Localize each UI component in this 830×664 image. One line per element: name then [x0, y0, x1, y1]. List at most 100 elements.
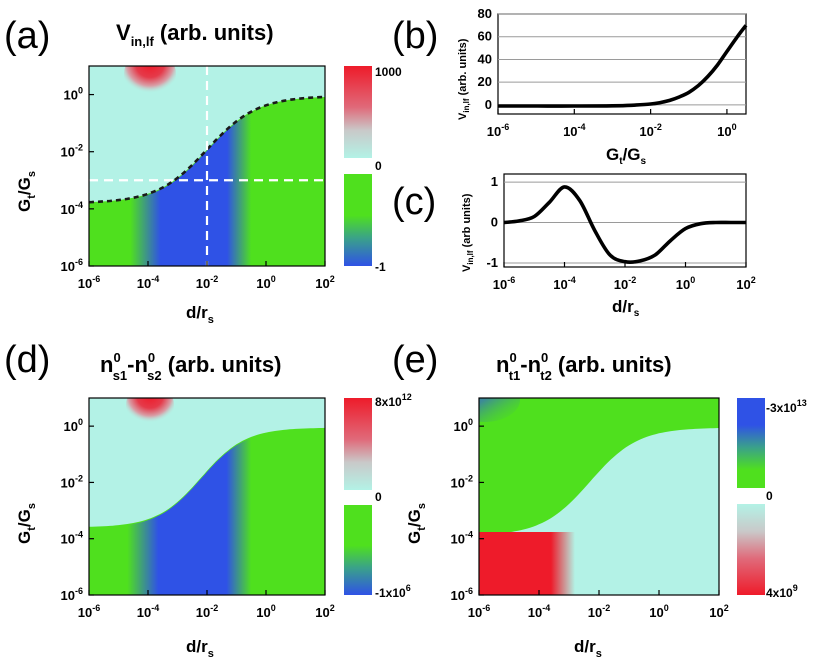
- x-tick-label: 10-6: [493, 275, 515, 292]
- heatmap-d-red-peak: [126, 398, 174, 427]
- panel-d-xlabel: d/rs: [186, 637, 214, 660]
- panel-e-xlabel: d/rs: [574, 637, 602, 660]
- panel-b-frame: [497, 13, 747, 115]
- panel-c-axes: 1 0 -1 10-6 10-4 10-2 100 102: [486, 174, 755, 292]
- colorbar-d-tick-top: 8x1012: [375, 392, 412, 409]
- colorbar-a-tick-bottom: -1: [375, 260, 386, 274]
- y-tick-label: 10-4: [61, 530, 83, 547]
- x-tick-label: 10-6: [487, 122, 509, 139]
- panel-e-colorbar: -3x1013 0 4x109: [737, 398, 807, 600]
- x-tick-label: 10-2: [196, 274, 218, 291]
- x-tick-label: 10-4: [553, 275, 575, 292]
- colorbar-e-negative: [737, 398, 765, 488]
- panel-b-axes: 80 60 40 20 0 10-6 10-4 10-2 100: [478, 6, 737, 139]
- x-tick-label: 10-6: [78, 274, 100, 291]
- x-tick-label: 10-2: [588, 603, 610, 620]
- colorbar-a-positive: [344, 66, 372, 158]
- colorbar-a-tick-zero: 0: [375, 159, 382, 173]
- panel-c-label: (c): [392, 181, 436, 223]
- colorbar-a-tick-top: 1000: [375, 65, 402, 79]
- panel-d-label: (d): [4, 339, 50, 381]
- panel-e: (e) n0 t1-n0 t2 (arb. units) 10-6 10-4 10-2 1…: [392, 339, 807, 660]
- x-tick-label: 102: [736, 275, 755, 292]
- panel-b-xlabel: Gt/Gs: [606, 145, 647, 167]
- x-tick-label: 100: [649, 603, 668, 620]
- x-tick-label: 10-4: [528, 603, 550, 620]
- y-tick-label: 100: [454, 417, 473, 434]
- y-tick-label: 60: [478, 29, 492, 44]
- heatmap-d-cyan-region: [89, 398, 325, 527]
- y-tick-label: 1: [491, 174, 498, 189]
- panel-e-ylabel: Gt/Gs: [405, 503, 428, 544]
- x-tick-label: 10-2: [614, 275, 636, 292]
- x-tick-label: 102: [315, 603, 334, 620]
- x-tick-label: 100: [256, 603, 275, 620]
- x-tick-label: 10-6: [78, 603, 100, 620]
- y-tick-label: 10-4: [61, 200, 83, 217]
- heatmap-a-red-peak: [124, 66, 176, 98]
- panel-a-xlabel: d/rs: [186, 303, 214, 326]
- y-tick-label: 10-4: [451, 530, 473, 547]
- colorbar-a-negative: [344, 174, 372, 266]
- panel-e-label: (e): [392, 339, 438, 381]
- y-tick-label: 20: [478, 74, 492, 89]
- y-tick-label: 40: [478, 51, 492, 66]
- colorbar-d-tick-zero: 0: [375, 490, 382, 504]
- x-tick-label: 10-2: [639, 122, 661, 139]
- panel-a-label: (a): [4, 15, 50, 57]
- heatmap-e-red-block: [479, 532, 575, 595]
- y-tick-label: 100: [64, 86, 83, 103]
- y-tick-label: 0: [485, 97, 492, 112]
- panel-b-label: (b): [392, 15, 438, 57]
- heatmap-e: [479, 398, 719, 595]
- x-tick-label: 10-2: [196, 603, 218, 620]
- panel-c-xlabel: d/rs: [612, 297, 640, 319]
- y-tick-label: -1: [486, 255, 498, 270]
- heatmap-e-blue-corner: [479, 398, 520, 422]
- y-tick-label: 0: [491, 215, 498, 230]
- colorbar-d-negative: [344, 505, 372, 595]
- y-tick-label: 10-6: [61, 586, 83, 603]
- heatmap-a-boundary-curve: [89, 95, 325, 204]
- panel-a: (a) Vin,lf (arb. units) 10-6 10-4 10-2 100 1…: [4, 15, 402, 326]
- panel-d-colorbar: 8x1012 0 -1x106: [344, 392, 412, 600]
- panel-d-axes: 10-6 10-4 10-2 100 102 100 10-2 10-4 10-6: [61, 417, 335, 620]
- colorbar-d-positive: [344, 398, 372, 490]
- y-tick-label: 10-2: [61, 143, 83, 160]
- panel-b: (b) 80 60 40 20 0 10-6 10-4 10-2 100 Gt/Gs Vin,l…: [392, 6, 748, 167]
- y-tick-label: 10-6: [61, 257, 83, 274]
- colorbar-e-tick-zero: 0: [766, 489, 773, 503]
- panel-d: (d) n0 s1-n0 s2 (arb. units) 10-6 10-4 10-2 1…: [4, 339, 412, 660]
- y-tick-label: 10-6: [451, 586, 473, 603]
- y-tick-label: 10-2: [451, 473, 473, 490]
- x-tick-label: 10-4: [137, 274, 159, 291]
- heatmap-d-blue-region: [127, 437, 252, 595]
- y-tick-label: 10-2: [61, 473, 83, 490]
- panel-d-ylabel: Gt/Gs: [15, 503, 38, 544]
- panel-e-title: n0 t1-n0 t2 (arb. units): [496, 350, 672, 383]
- y-tick-label: 100: [64, 417, 83, 434]
- panel-b-ylabel: Vin,lf (arb. units): [457, 38, 471, 120]
- x-tick-label: 102: [315, 274, 334, 291]
- x-tick-label: 10-4: [563, 122, 585, 139]
- panel-c: (c) 1 0 -1 10-6 10-4 10-2 100 102 d/rs Vin,lf (…: [392, 173, 756, 319]
- heatmap-a-blue-region: [130, 112, 252, 266]
- panel-c-line: [503, 185, 746, 265]
- panel-a-ylabel: Gt/Gs: [15, 171, 38, 212]
- colorbar-e-positive: [737, 504, 765, 595]
- colorbar-e-tick-bottom: 4x109: [766, 583, 798, 600]
- x-tick-label: 10-6: [468, 603, 490, 620]
- x-tick-label: 100: [256, 274, 275, 291]
- colorbar-e-tick-top: -3x1013: [766, 398, 807, 415]
- panel-a-colorbar: 1000 0 -1: [344, 65, 402, 274]
- x-tick-label: 100: [676, 275, 695, 292]
- panel-e-axes: 10-6 10-4 10-2 100 102 100 10-2 10-4 10-6: [451, 417, 729, 620]
- panel-c-ylabel: Vin,lf (arb units): [461, 193, 475, 272]
- panel-d-title: n0 s1-n0 s2 (arb. units): [100, 350, 281, 383]
- heatmap-d: [89, 398, 325, 595]
- panel-a-axes: 10-6 10-4 10-2 100 102 100 10-2 10-4 10-6: [61, 86, 335, 291]
- x-tick-label: 102: [709, 603, 728, 620]
- y-tick-label: 80: [478, 6, 492, 21]
- x-tick-label: 100: [717, 122, 736, 139]
